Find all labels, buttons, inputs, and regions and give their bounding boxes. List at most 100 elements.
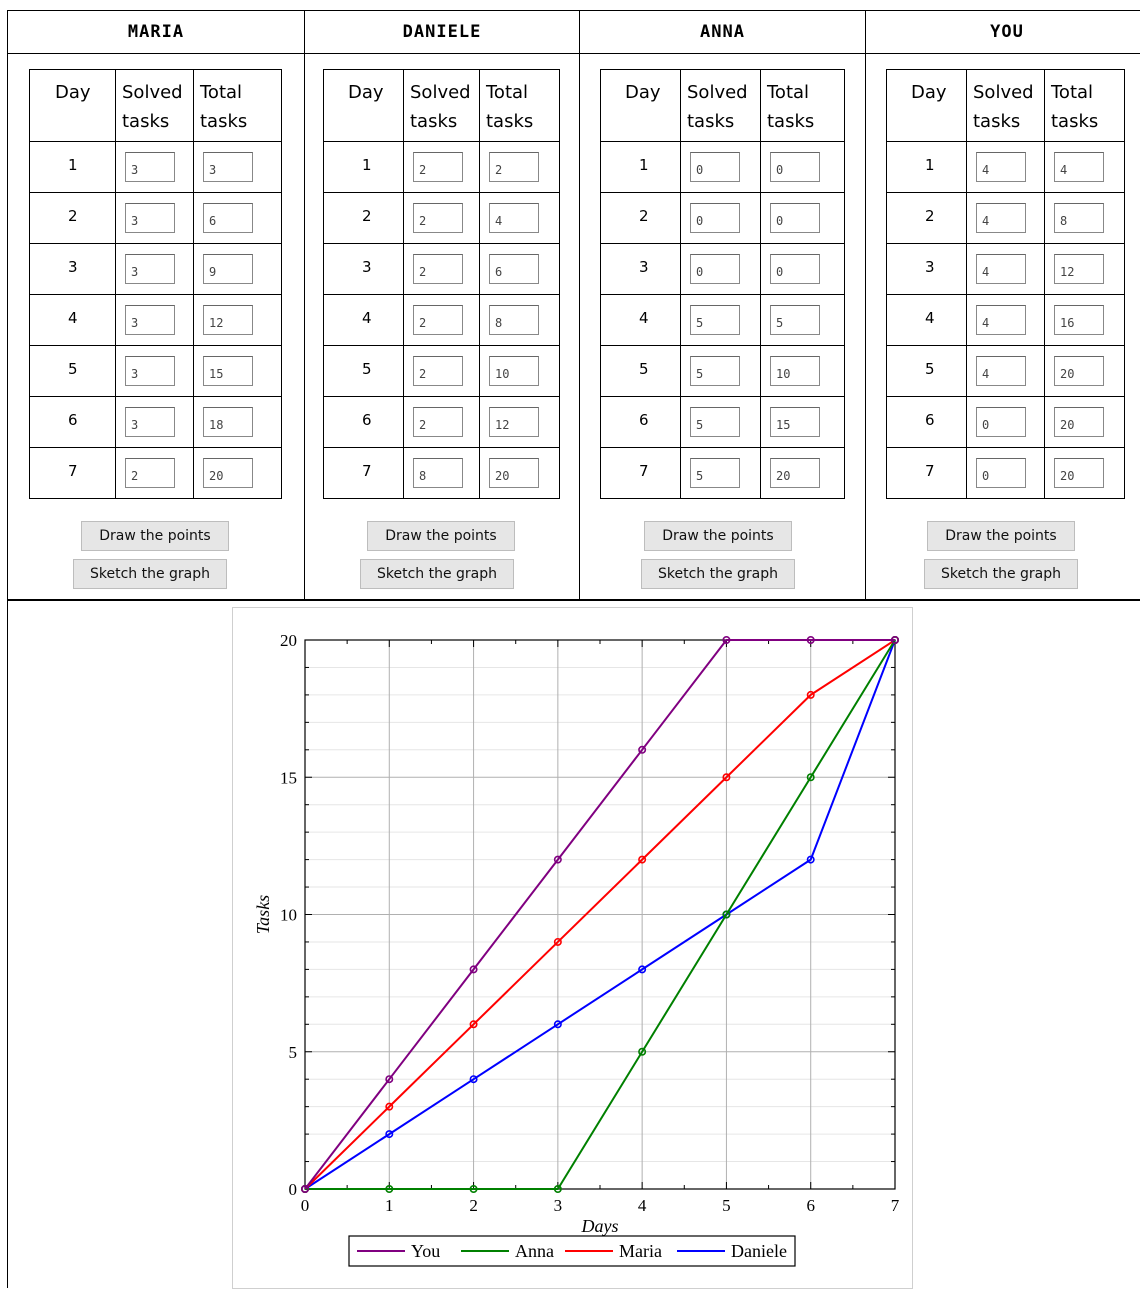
table-row: 3: [600, 243, 845, 295]
solved-tasks-input[interactable]: [413, 407, 463, 437]
solved-tasks-input[interactable]: [690, 305, 740, 335]
solved-cell: [403, 192, 480, 244]
total-tasks-input[interactable]: [489, 203, 539, 233]
table-row: 6: [29, 396, 282, 448]
total-tasks-input[interactable]: [203, 458, 253, 488]
total-tasks-input[interactable]: [203, 305, 253, 335]
total-tasks-input[interactable]: [203, 356, 253, 386]
total-tasks-input[interactable]: [770, 305, 820, 335]
total-tasks-input[interactable]: [489, 407, 539, 437]
header-day: Day: [600, 69, 681, 142]
solved-tasks-input[interactable]: [125, 152, 175, 182]
sketch-graph-button[interactable]: Sketch the graph: [924, 559, 1078, 589]
solved-tasks-input[interactable]: [125, 356, 175, 386]
total-tasks-input[interactable]: [770, 152, 820, 182]
total-tasks-input[interactable]: [1054, 152, 1104, 182]
series-line-anna: [305, 639, 896, 1190]
panel-title: YOU: [866, 11, 1140, 54]
solved-tasks-input[interactable]: [413, 305, 463, 335]
sketch-graph-button[interactable]: Sketch the graph: [73, 559, 227, 589]
solved-tasks-input[interactable]: [125, 305, 175, 335]
total-cell: [193, 192, 282, 244]
y-tick-label: 5: [289, 1043, 298, 1062]
header-solved: Solved tasks: [966, 69, 1045, 142]
solved-tasks-input[interactable]: [690, 356, 740, 386]
solved-tasks-input[interactable]: [976, 152, 1026, 182]
day-number: 2: [323, 192, 404, 244]
maria-tasks-table: DaySolvedtasksTotaltasks1234567: [29, 69, 282, 499]
total-tasks-input[interactable]: [489, 254, 539, 284]
total-tasks-input[interactable]: [1054, 407, 1104, 437]
table-header-row: Day Solved tasks Total tasks: [886, 69, 1125, 142]
solved-tasks-input[interactable]: [413, 203, 463, 233]
total-tasks-input[interactable]: [489, 152, 539, 182]
sketch-graph-button[interactable]: Sketch the graph: [641, 559, 795, 589]
sketch-graph-button[interactable]: Sketch the graph: [360, 559, 514, 589]
total-tasks-input[interactable]: [770, 254, 820, 284]
total-cell: [760, 141, 845, 193]
table-row: 4: [323, 294, 560, 346]
solved-tasks-input[interactable]: [976, 203, 1026, 233]
solved-tasks-input[interactable]: [690, 254, 740, 284]
total-cell: [1044, 294, 1125, 346]
total-tasks-input[interactable]: [489, 305, 539, 335]
total-tasks-input[interactable]: [770, 203, 820, 233]
solved-tasks-input[interactable]: [413, 254, 463, 284]
total-cell: [1044, 243, 1125, 295]
solved-tasks-input[interactable]: [976, 356, 1026, 386]
draw-points-button[interactable]: Draw the points: [81, 521, 229, 551]
solved-cell: [115, 294, 194, 346]
draw-points-button[interactable]: Draw the points: [367, 521, 515, 551]
data-point-anna: [385, 1184, 394, 1193]
table-row: 2: [323, 192, 560, 244]
total-tasks-input[interactable]: [203, 407, 253, 437]
y-tick-label: 10: [280, 906, 297, 925]
x-tick-label: 6: [806, 1196, 815, 1215]
data-point-daniele: [553, 1020, 562, 1029]
total-cell: [1044, 141, 1125, 193]
x-tick-label: 4: [638, 1196, 647, 1215]
solved-tasks-input[interactable]: [976, 254, 1026, 284]
total-tasks-input[interactable]: [203, 203, 253, 233]
total-tasks-input[interactable]: [1054, 356, 1104, 386]
total-tasks-input[interactable]: [1054, 458, 1104, 488]
draw-points-button[interactable]: Draw the points: [927, 521, 1075, 551]
total-tasks-input[interactable]: [1054, 203, 1104, 233]
data-point-you: [469, 965, 478, 974]
total-tasks-input[interactable]: [489, 356, 539, 386]
series-line-daniele: [304, 639, 896, 1190]
total-tasks-input[interactable]: [770, 407, 820, 437]
solved-cell: [680, 447, 761, 499]
solved-cell: [680, 345, 761, 397]
solved-tasks-input[interactable]: [125, 203, 175, 233]
total-tasks-input[interactable]: [770, 356, 820, 386]
draw-points-button[interactable]: Draw the points: [644, 521, 792, 551]
chart-container: 0 5 10 15 20 0 1 2 3 4 5 6 7 Days Tasks You Anna Maria Dan…: [232, 607, 913, 1289]
solved-cell: [403, 447, 480, 499]
solved-tasks-input[interactable]: [690, 407, 740, 437]
solved-tasks-input[interactable]: [976, 305, 1026, 335]
total-tasks-input[interactable]: [1054, 254, 1104, 284]
solved-cell: [115, 345, 194, 397]
total-tasks-input[interactable]: [203, 254, 253, 284]
solved-tasks-input[interactable]: [690, 458, 740, 488]
solved-tasks-input[interactable]: [125, 254, 175, 284]
solved-tasks-input[interactable]: [413, 152, 463, 182]
solved-tasks-input[interactable]: [125, 458, 175, 488]
day-number: 2: [886, 192, 967, 244]
table-row: 2: [886, 192, 1125, 244]
total-tasks-input[interactable]: [770, 458, 820, 488]
solved-tasks-input[interactable]: [976, 458, 1026, 488]
total-tasks-input[interactable]: [489, 458, 539, 488]
header-day: Day: [323, 69, 404, 142]
total-cell: [193, 447, 282, 499]
total-tasks-input[interactable]: [203, 152, 253, 182]
solved-cell: [680, 192, 761, 244]
solved-tasks-input[interactable]: [690, 152, 740, 182]
solved-tasks-input[interactable]: [125, 407, 175, 437]
solved-tasks-input[interactable]: [976, 407, 1026, 437]
total-tasks-input[interactable]: [1054, 305, 1104, 335]
solved-tasks-input[interactable]: [413, 458, 463, 488]
solved-tasks-input[interactable]: [690, 203, 740, 233]
solved-tasks-input[interactable]: [413, 356, 463, 386]
